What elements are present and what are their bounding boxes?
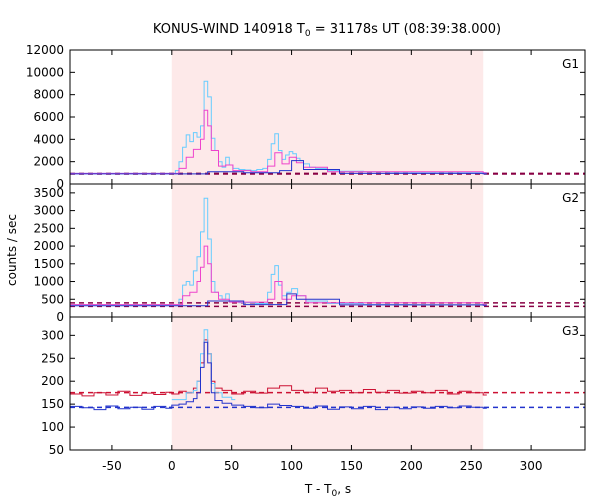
y-tick-label: 4000 (33, 132, 64, 146)
series-red (70, 339, 487, 397)
series-blue (70, 341, 487, 411)
y-tick-label: 1500 (33, 257, 64, 271)
y-tick-label: 300 (41, 328, 64, 342)
x-tick-label: 250 (460, 459, 483, 473)
panel-g3: 50 100 150 200 250 300 G3 (41, 316, 586, 457)
y-tick-label: 1000 (33, 275, 64, 289)
highlight-interval (171, 50, 484, 184)
y-tick-label: 50 (49, 443, 64, 457)
series-blue (70, 293, 487, 307)
y-tick-label: 8000 (33, 88, 64, 102)
highlight-interval (171, 184, 484, 317)
x-tick-label: 0 (168, 459, 176, 473)
series-magenta (70, 109, 487, 174)
highlight-interval (171, 317, 484, 450)
y-tick-label: 12000 (26, 43, 64, 57)
y-tick-label: 3000 (33, 204, 64, 218)
series-magenta (70, 245, 487, 306)
y-tick-label: 250 (41, 351, 64, 365)
panel-label: G3 (562, 324, 579, 338)
y-axis-label: counts / sec (5, 214, 19, 286)
series-blue (70, 160, 487, 175)
x-tick-label: 150 (340, 459, 363, 473)
panel-label: G1 (562, 57, 579, 71)
panel-g2: 0 500 1000 1500 2000 2500 3000 3500 G2 (33, 183, 586, 324)
y-tick-label: 3500 (33, 186, 64, 200)
y-tick-label: 2500 (33, 221, 64, 235)
y-tick-label: 200 (41, 374, 64, 388)
panel-frame (69, 316, 586, 451)
y-tick-label: 500 (41, 292, 64, 306)
x-tick-label: 100 (280, 459, 303, 473)
x-tick-label: 50 (224, 459, 239, 473)
y-tick-label: 0 (56, 310, 64, 324)
y-tick-label: 0 (56, 177, 64, 191)
y-tick-label: 2000 (33, 239, 64, 253)
y-tick-label: 150 (41, 397, 64, 411)
panel-label: G2 (562, 191, 579, 205)
x-axis-label: T - T0, s (304, 482, 351, 499)
series-cyan (171, 329, 236, 401)
x-tick-label: -50 (102, 459, 122, 473)
chart-title: KONUS-WIND 140918 T0 = 31178s UT (08:39:… (153, 22, 501, 39)
y-tick-label: 6000 (33, 110, 64, 124)
x-tick-label: 200 (400, 459, 423, 473)
y-tick-label: 10000 (26, 65, 64, 79)
panel-g1: 0 2000 4000 6000 8000 10000 12000 G1 (26, 43, 586, 191)
y-tick-label: 100 (41, 420, 64, 434)
panels-group: 020004000600080001000012000G105001000150… (26, 43, 586, 473)
y-tick-label: 2000 (33, 155, 64, 169)
x-tick-label: 300 (520, 459, 543, 473)
